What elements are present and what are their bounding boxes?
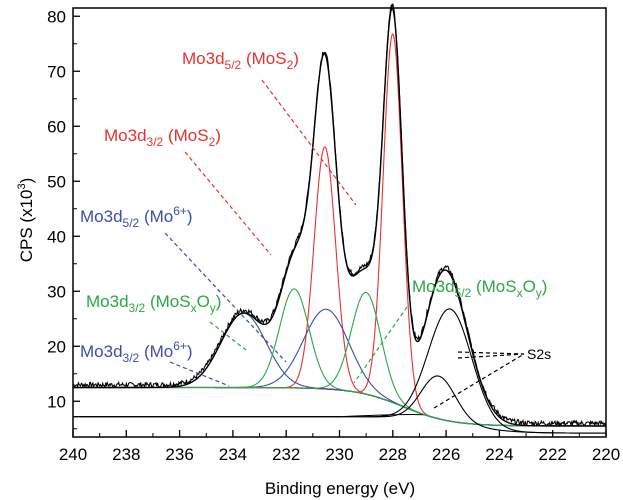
x-tick-label-236: 236 — [165, 445, 193, 464]
annotation-mosxoy-3-2: Mo3d3/2 (MoSxOy) — [86, 292, 221, 315]
y-tick-label-80: 80 — [47, 7, 66, 26]
annotation-mos2-5-2: Mo3d5/2 (MoS2) — [182, 49, 299, 72]
annotation-mo6-3-2: Mo3d3/2 (Mo6+) — [80, 339, 193, 365]
y-tick-label-70: 70 — [47, 62, 66, 81]
x-tick-label-220: 220 — [592, 445, 620, 464]
x-axis-label: Binding energy (eV) — [265, 479, 415, 498]
y-tick-label-10: 10 — [47, 392, 66, 411]
x-tick-label-226: 226 — [432, 445, 460, 464]
y-axis-label-sup: 3 — [16, 183, 28, 189]
y-tick-label-60: 60 — [47, 117, 66, 136]
plot-area — [73, 8, 606, 437]
annotation-mos2-3-2: Mo3d3/2 (MoS2) — [104, 126, 221, 149]
y-tick-label-20: 20 — [47, 337, 66, 356]
y-axis-label-end: ) — [17, 178, 36, 184]
annotation-mosxoy-5-2: Mo3d5/2 (MoSxOy) — [412, 277, 547, 300]
x-tick-label-240: 240 — [59, 445, 87, 464]
annotation-s2s: S2s — [527, 346, 551, 362]
y-tick-label-40: 40 — [47, 227, 66, 246]
x-tick-label-228: 228 — [379, 445, 407, 464]
guide-s2s-c — [433, 353, 525, 409]
axes: 240 238 236 234 232 230 228 226 224 222 220 10 20 30 4… — [47, 7, 620, 464]
x-tick-label-238: 238 — [112, 445, 140, 464]
annotation-mo6-5-2: Mo3d5/2 (Mo6+) — [80, 204, 193, 230]
y-axis-label-main: CPS (x10 — [17, 190, 36, 263]
guide-mo6-3-2 — [169, 361, 230, 387]
guide-mos2-3-2 — [184, 151, 272, 256]
x-tick-label-222: 222 — [539, 445, 567, 464]
y-axis-label: CPS (x103) — [16, 178, 36, 263]
peak-7-s2s — [73, 375, 607, 434]
y-tick-label-50: 50 — [47, 172, 66, 191]
x-tick-label-234: 234 — [219, 445, 247, 464]
guide-mos2-5-2 — [261, 79, 357, 206]
x-tick-label-232: 232 — [272, 445, 300, 464]
x-tick-label-224: 224 — [485, 445, 513, 464]
guide-mosxoy-5-2 — [353, 306, 408, 384]
measured-spectrum — [72, 3, 607, 428]
annotation-guides — [164, 79, 525, 409]
plot-background — [73, 8, 606, 437]
y-tick-label-30: 30 — [47, 282, 66, 301]
guide-mo6-5-2 — [164, 232, 287, 363]
x-tick-label-230: 230 — [325, 445, 353, 464]
guide-mosxoy-3-2 — [209, 321, 247, 351]
curve-layer — [72, 3, 607, 434]
